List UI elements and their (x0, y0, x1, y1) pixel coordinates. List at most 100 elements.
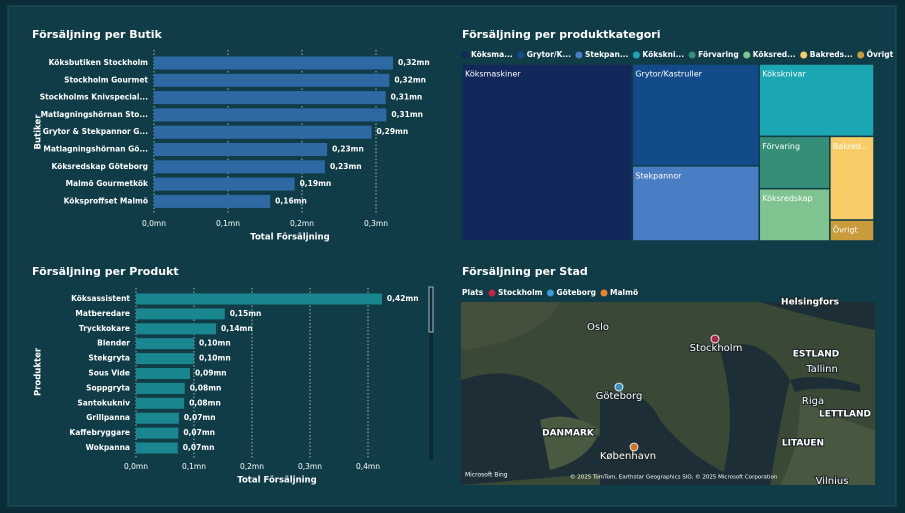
value-label: 0,08mn (189, 398, 221, 407)
bar (136, 308, 225, 320)
y-axis-title: Butiker (34, 114, 44, 150)
bar (154, 73, 390, 87)
legend-label: Malmö (610, 288, 638, 297)
x-tick-label: 0,3mn (298, 462, 322, 471)
bar (136, 353, 194, 365)
map-attribution: © 2025 TomTom, Earthstar Geographics SIO… (570, 474, 778, 481)
bar (154, 56, 394, 70)
legend-swatch (800, 51, 808, 59)
chart-title: Försäljning per Produkt (32, 265, 179, 278)
category-label: Matlagningshörnan Sto... (41, 110, 149, 119)
x-axis-title: Total Försäljning (237, 476, 316, 486)
map-place-label: LITAUEN (782, 439, 824, 449)
bar (136, 397, 185, 409)
value-label: 0,31mn (391, 110, 423, 119)
category-label: Köksredskap Göteborg (51, 162, 148, 171)
tile-label: Köksredskap (762, 194, 812, 203)
category-label: Grytor & Stekpannor G... (43, 127, 148, 136)
value-label: 0,32mn (394, 75, 426, 84)
bar (154, 143, 328, 156)
legend-label: Stekpan... (585, 50, 629, 59)
legend-swatch (743, 51, 751, 59)
x-tick-label: 0,3mn (364, 219, 388, 228)
city-marker (710, 334, 720, 344)
category-label: Köksbutiken Stockholm (49, 58, 149, 67)
treemap-tile (461, 63, 634, 242)
legend-swatch (461, 51, 469, 59)
bar (136, 442, 178, 454)
category-label: Santokukniv (77, 398, 130, 407)
legend-title: Plats (462, 288, 484, 297)
legend-label: Göteborg (556, 288, 596, 297)
tile-label: Grytor/Kastruller (635, 70, 702, 79)
tile-label: Övrigt (833, 225, 858, 235)
x-tick-label: 0,2mn (290, 219, 314, 228)
legend-swatch (600, 289, 608, 297)
bar (136, 382, 185, 394)
legend-swatch (488, 289, 496, 297)
value-label: 0,32mn (398, 58, 430, 67)
scrollbar-thumb (428, 286, 434, 333)
category-label: Soppgryta (86, 383, 130, 392)
legend-swatch (857, 51, 865, 59)
treemap-tile (829, 219, 875, 242)
category-label: Matlagningshörnan Gö... (43, 145, 148, 154)
tile-label: Stekpannor (635, 171, 682, 180)
map-place-label: Vilnius (816, 476, 849, 487)
value-label: 0,23mn (332, 145, 364, 154)
category-label: Stekgryta (88, 354, 130, 363)
value-label: 0,07mn (184, 413, 216, 422)
legend-label: Kökskni... (642, 50, 684, 59)
legend-label: Grytor/K... (527, 50, 571, 59)
legend-label: Stockholm (498, 288, 543, 297)
map-logo: Microsoft Bing (465, 472, 508, 479)
value-label: 0,19mn (300, 179, 332, 188)
tile-label: Köksmaskiner (465, 70, 521, 79)
y-axis-title: Produkter (34, 347, 44, 396)
map-place-label: Tallinn (805, 364, 838, 375)
bar (154, 177, 295, 191)
value-label: 0,08mn (190, 383, 222, 392)
category-label: Stockholms Knivspecial... (40, 93, 148, 102)
tile-label: Köksknivar (762, 70, 806, 79)
treemap-tile (758, 187, 831, 242)
legend-label: Köksred... (753, 50, 796, 59)
value-label: 0,07mn (183, 428, 215, 437)
value-label: 0,16mn (275, 196, 307, 205)
x-tick-label: 0,2mn (240, 462, 264, 471)
bar (136, 323, 217, 335)
category-label: Köksassistent (71, 294, 130, 303)
city-marker (614, 382, 624, 392)
bar (154, 125, 372, 139)
bar (136, 368, 190, 379)
value-label: 0,07mn (183, 443, 215, 452)
treemap-tile (631, 63, 761, 167)
map-place-label: Stockholm (690, 343, 743, 354)
x-tick-label: 0,1mn (182, 462, 206, 471)
chart-title: Försäljning per Butik (32, 28, 163, 41)
bar (154, 194, 271, 208)
legend-label: Förvaring (698, 50, 739, 59)
legend-label: Köksma... (471, 50, 513, 59)
x-tick-label: 0,4mn (356, 462, 380, 471)
bar (136, 338, 194, 350)
x-tick-label: 0,0mn (124, 462, 148, 471)
value-label: 0,10mn (199, 354, 231, 363)
scrollbar-track (429, 287, 433, 460)
bar (154, 160, 325, 174)
category-label: Stockholm Gourmet (64, 75, 148, 84)
category-label: Wokpanna (86, 443, 130, 452)
map-place-label: Oslo (587, 322, 609, 333)
legend-swatch (688, 51, 696, 59)
value-label: 0,14mn (221, 324, 253, 333)
value-label: 0,29mn (377, 127, 409, 136)
legend-swatch (517, 51, 525, 59)
tile-label: Bakred... (833, 142, 869, 151)
map-base (461, 302, 875, 485)
value-label: 0,42mn (387, 294, 419, 303)
legend-label: Bakreds... (810, 50, 853, 59)
category-label: Malmö Gourmetkök (66, 179, 149, 188)
map-place-label: LETTLAND (819, 410, 871, 420)
bar (154, 91, 386, 105)
